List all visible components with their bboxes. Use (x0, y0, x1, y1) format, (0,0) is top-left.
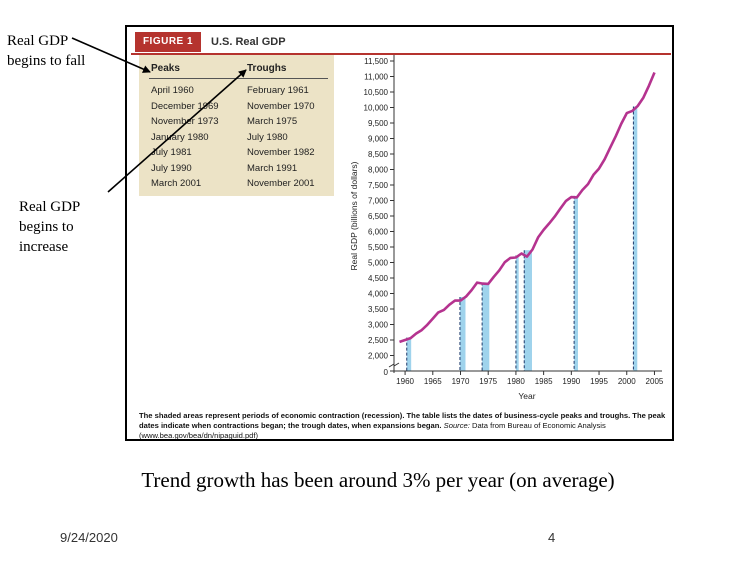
table-row: July 1981 November 1982 (139, 147, 334, 162)
x-tick-label: 1985 (535, 377, 553, 386)
arrow-to-peaks (71, 37, 151, 73)
y-tick-label: 9,500 (368, 119, 389, 128)
peak-date: July 1990 (151, 162, 192, 174)
y-tick-label: 7,000 (368, 197, 389, 206)
y-tick-label: 5,000 (368, 259, 389, 268)
annotation-gdp-falls: Real GDP begins to fall (7, 33, 86, 69)
caption-source: Data from Bureau of Economic Analysis (w… (139, 421, 606, 440)
x-tick-label: 1975 (479, 377, 497, 386)
peak-date: April 1960 (151, 85, 194, 96)
annotation-gdp-increases: Real GDP begins to increase (19, 199, 80, 255)
table-row: April 1960 February 1961 (139, 85, 334, 100)
table-row: January 1980 July 1980 (139, 132, 334, 147)
x-tick-label: 1995 (590, 377, 608, 386)
y-tick-label: 11,500 (364, 57, 388, 66)
y-tick-label: 2,000 (368, 352, 389, 361)
x-tick-label: 1990 (562, 377, 580, 386)
trough-date: March 1991 (247, 162, 298, 174)
table-header-troughs: Troughs (247, 63, 287, 74)
peak-date: March 2001 (151, 178, 202, 189)
footer-page-number: 4 (548, 530, 556, 545)
figure-label: FIGURE 1 (135, 32, 201, 52)
y-tick-label: 6,500 (368, 212, 389, 221)
gdp-figure: FIGURE 1 U.S. Real GDP Peaks Troughs Apr… (125, 25, 674, 441)
recession-band (524, 250, 532, 371)
business-cycle-table: Peaks Troughs April 1960 February 1961 De… (139, 55, 334, 196)
peak-date: January 1980 (151, 131, 209, 143)
y-tick-label: 3,000 (368, 321, 389, 330)
recession-band (515, 255, 519, 371)
trough-date: March 1975 (247, 116, 298, 127)
x-tick-label: 1965 (424, 377, 442, 386)
x-tick-label: 1980 (507, 377, 525, 386)
y-tick-label: 7,500 (368, 181, 389, 190)
table-row: July 1990 March 1991 (139, 163, 334, 178)
y-tick-label: 10,000 (364, 104, 389, 113)
y-tick-label: 8,500 (368, 150, 389, 159)
y-tick-label: 5,500 (368, 243, 389, 252)
table-row: December 1969 November 1970 (139, 101, 334, 116)
y-tick-label: 11,000 (364, 73, 388, 82)
table-row: November 1973 March 1975 (139, 116, 334, 131)
trough-date: November 2001 (247, 178, 315, 189)
x-tick-label: 1970 (452, 377, 470, 386)
y-tick-label: 6,000 (368, 228, 389, 237)
peak-date: December 1969 (151, 100, 219, 112)
y-tick-label: 4,000 (368, 290, 389, 299)
x-axis-title: Year (518, 391, 535, 401)
figure-caption: The shaded areas represent periods of ec… (139, 411, 669, 441)
figure-title: U.S. Real GDP (211, 36, 286, 48)
trough-date: November 1982 (247, 147, 315, 158)
caption-source-label: Source: (443, 421, 470, 430)
table-header-peaks: Peaks (151, 63, 180, 74)
trough-date: July 1980 (247, 131, 288, 143)
y-tick-label: 4,500 (368, 274, 389, 283)
arrow-to-troughs (107, 69, 247, 193)
y-axis-title: Real GDP (billions of dollars) (349, 161, 359, 270)
table-rule (149, 78, 328, 79)
footer-date: 9/24/2020 (60, 530, 118, 545)
recession-band (574, 195, 578, 371)
y-tick-label: 3,500 (368, 305, 389, 314)
recession-band (406, 337, 412, 371)
gdp-series-line (399, 71, 656, 344)
y-tick-label: 2,500 (368, 336, 389, 345)
y-tick-label: 9,000 (368, 135, 389, 144)
figure-header: FIGURE 1 U.S. Real GDP (131, 31, 671, 55)
x-tick-label: 2005 (646, 377, 664, 386)
y-tick-label: 10,500 (364, 88, 389, 97)
x-tick-label: 1960 (396, 377, 414, 386)
x-tick-label: 2000 (618, 377, 636, 386)
peak-date: November 1973 (151, 116, 219, 127)
y-axis-break (388, 362, 400, 368)
table-row: March 2001 November 2001 (139, 178, 334, 193)
caption-text: The shaded areas represent periods of ec… (139, 411, 666, 430)
trough-date: February 1961 (247, 85, 309, 96)
y-origin-label: 0 (384, 368, 389, 377)
peak-date: July 1981 (151, 147, 192, 158)
recession-band (482, 282, 490, 371)
recession-band (459, 297, 466, 371)
recession-band (633, 106, 638, 372)
trough-date: November 1970 (247, 100, 315, 112)
slide-subtitle: Trend growth has been around 3% per year… (141, 468, 615, 492)
y-tick-label: 8,000 (368, 166, 389, 175)
